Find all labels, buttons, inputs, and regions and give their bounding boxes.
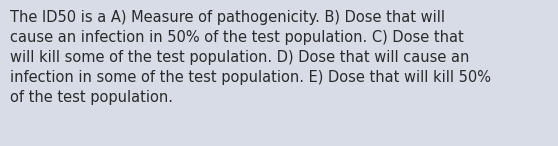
Text: The ID50 is a A) Measure of pathogenicity. B) Dose that will
cause an infection : The ID50 is a A) Measure of pathogenicit… [10,10,491,105]
